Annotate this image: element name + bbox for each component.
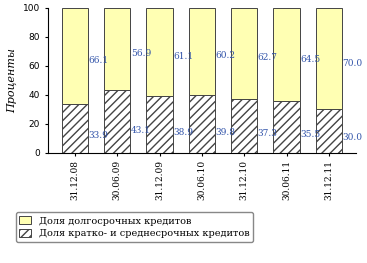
Bar [189,95,215,153]
Bar [273,8,299,101]
Bar [316,109,342,153]
Y-axis label: Проценты: Проценты [7,48,17,113]
Bar [146,96,172,153]
Bar [62,8,88,104]
Text: 37.3: 37.3 [258,129,277,138]
Bar [231,8,257,99]
Text: 62.7: 62.7 [258,53,278,62]
Bar [104,90,130,153]
Text: 35.5: 35.5 [300,130,320,139]
Bar [62,104,88,153]
Text: 30.0: 30.0 [342,133,362,142]
Text: 66.1: 66.1 [88,56,109,65]
Text: 38.9: 38.9 [173,128,193,137]
Bar [104,8,130,90]
Bar [231,99,257,153]
Text: 56.9: 56.9 [131,49,151,58]
Text: 43.1: 43.1 [131,126,151,135]
Bar [273,101,299,153]
Legend: Доля долгосрочных кредитов, Доля кратко- и среднесрочных кредитов: Доля долгосрочных кредитов, Доля кратко-… [15,212,254,242]
Bar [189,8,215,95]
Text: 39.8: 39.8 [215,128,235,137]
Text: 61.1: 61.1 [173,52,193,61]
Text: 60.2: 60.2 [215,51,235,60]
Bar [146,8,172,96]
Text: 70.0: 70.0 [342,59,363,68]
Text: 33.9: 33.9 [88,131,108,140]
Bar [316,8,342,109]
Text: 64.5: 64.5 [300,55,320,64]
